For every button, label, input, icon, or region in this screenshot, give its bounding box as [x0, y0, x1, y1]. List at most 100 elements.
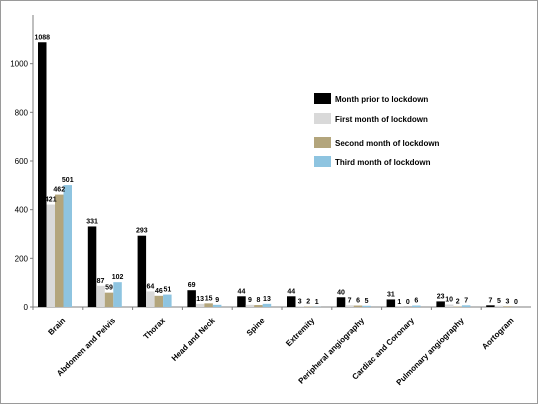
data-label-extremity-third-month-of-lockdown: 1	[315, 299, 319, 306]
data-label-abdomen-and-pelvis-second-month-of-lockdown: 59	[105, 285, 113, 292]
data-label-aortogram-month-prior-to-lockdown: 7	[488, 297, 492, 304]
data-label-abdomen-and-pelvis-first-month-of-lockdown: 87	[97, 278, 105, 285]
bar-pulmonary-angiography-month-prior-to-lockdown	[436, 301, 445, 307]
data-label-cardiac-and-coronary-second-month-of-lockdown: 0	[406, 299, 410, 306]
legend-label-month-prior-to-lockdown: Month prior to lockdown	[335, 95, 428, 104]
data-label-brain-first-month-of-lockdown: 421	[45, 197, 57, 204]
data-label-spine-month-prior-to-lockdown: 44	[238, 288, 246, 295]
bar-cardiac-and-coronary-month-prior-to-lockdown	[386, 299, 396, 307]
bar-extremity-first-month-of-lockdown	[295, 306, 304, 307]
bar-head-and-neck-month-prior-to-lockdown	[187, 290, 196, 307]
data-label-thorax-month-prior-to-lockdown: 293	[136, 228, 148, 235]
bar-head-and-neck-third-month-of-lockdown	[212, 304, 222, 307]
y-tick-label: 800	[15, 108, 29, 117]
data-label-cardiac-and-coronary-third-month-of-lockdown: 6	[414, 298, 418, 305]
legend-swatch-second-month-of-lockdown	[314, 137, 331, 148]
bar-abdomen-and-pelvis-month-prior-to-lockdown	[87, 226, 97, 307]
y-tick-label: 400	[15, 206, 29, 215]
data-label-abdomen-and-pelvis-month-prior-to-lockdown: 331	[86, 218, 98, 225]
data-label-pulmonary-angiography-second-month-of-lockdown: 2	[456, 299, 460, 306]
bar-aortogram-month-prior-to-lockdown	[486, 305, 495, 307]
y-tick-label: 0	[24, 303, 29, 312]
bar-abdomen-and-pelvis-second-month-of-lockdown	[104, 292, 114, 307]
data-label-head-and-neck-second-month-of-lockdown: 15	[205, 295, 213, 302]
data-label-head-and-neck-third-month-of-lockdown: 9	[215, 297, 219, 304]
bar-brain-first-month-of-lockdown	[46, 204, 55, 307]
legend-swatch-third-month-of-lockdown	[314, 156, 331, 167]
legend-label-second-month-of-lockdown: Second month of lockdown	[335, 139, 440, 148]
data-label-brain-third-month-of-lockdown: 501	[62, 177, 74, 184]
data-label-extremity-second-month-of-lockdown: 2	[306, 299, 310, 306]
bar-peripheral-angiography-month-prior-to-lockdown	[336, 297, 346, 307]
bar-abdomen-and-pelvis-first-month-of-lockdown	[96, 285, 105, 307]
bar-spine-first-month-of-lockdown	[245, 304, 255, 307]
category-label-brain: Brain	[46, 316, 67, 337]
legend-swatch-month-prior-to-lockdown	[314, 93, 331, 104]
category-label-head-and-neck: Head and Neck	[170, 316, 217, 363]
y-tick-label: 600	[15, 157, 29, 166]
data-label-peripheral-angiography-month-prior-to-lockdown: 40	[337, 289, 345, 296]
data-label-head-and-neck-month-prior-to-lockdown: 69	[188, 282, 196, 289]
data-label-thorax-first-month-of-lockdown: 64	[146, 283, 154, 290]
bar-spine-second-month-of-lockdown	[254, 305, 263, 307]
data-label-peripheral-angiography-third-month-of-lockdown: 5	[365, 298, 369, 305]
data-label-spine-second-month-of-lockdown: 8	[256, 297, 260, 304]
legend-label-first-month-of-lockdown: First month of lockdown	[335, 115, 428, 124]
y-axis-ticks: 0 200 400 600 800 1000	[10, 60, 33, 312]
bar-peripheral-angiography-second-month-of-lockdown	[353, 305, 363, 307]
data-label-pulmonary-angiography-third-month-of-lockdown: 7	[464, 297, 468, 304]
legend-swatch-first-month-of-lockdown	[314, 113, 331, 124]
bar-head-and-neck-second-month-of-lockdown	[204, 303, 213, 307]
category-label-thorax: Thorax	[142, 316, 168, 342]
axes	[32, 15, 531, 310]
data-label-aortogram-second-month-of-lockdown: 3	[505, 298, 509, 305]
bar-abdomen-and-pelvis-third-month-of-lockdown	[113, 282, 122, 307]
bar-aortogram-first-month-of-lockdown	[494, 305, 504, 307]
data-label-spine-third-month-of-lockdown: 13	[263, 296, 271, 303]
data-label-brain-second-month-of-lockdown: 462	[53, 187, 65, 194]
bar-brain-month-prior-to-lockdown	[38, 42, 47, 308]
bar-extremity-month-prior-to-lockdown	[287, 296, 296, 307]
data-label-thorax-third-month-of-lockdown: 51	[163, 287, 171, 294]
data-label-pulmonary-angiography-month-prior-to-lockdown: 23	[437, 293, 445, 300]
bar-thorax-second-month-of-lockdown	[154, 295, 164, 307]
data-label-pulmonary-angiography-first-month-of-lockdown: 10	[445, 297, 453, 304]
bar-thorax-third-month-of-lockdown	[163, 294, 172, 307]
bar-thorax-first-month-of-lockdown	[146, 291, 155, 307]
y-tick-label: 1000	[10, 60, 28, 69]
bar-peripheral-angiography-first-month-of-lockdown	[345, 305, 354, 307]
data-label-cardiac-and-coronary-month-prior-to-lockdown: 31	[387, 291, 395, 298]
bar-spine-third-month-of-lockdown	[262, 303, 272, 307]
data-label-aortogram-third-month-of-lockdown: 0	[514, 299, 518, 306]
bar-head-and-neck-first-month-of-lockdown	[195, 303, 205, 307]
legend: Month prior to lockdown First month of lo…	[314, 93, 440, 167]
data-label-thorax-second-month-of-lockdown: 46	[155, 288, 163, 295]
bar-peripheral-angiography-third-month-of-lockdown	[362, 305, 371, 307]
data-label-peripheral-angiography-second-month-of-lockdown: 6	[356, 298, 360, 305]
data-label-aortogram-first-month-of-lockdown: 5	[497, 298, 501, 305]
bar-spine-month-prior-to-lockdown	[237, 296, 246, 307]
bar-thorax-month-prior-to-lockdown	[137, 235, 147, 307]
bar-pulmonary-angiography-third-month-of-lockdown	[461, 305, 471, 307]
bars	[38, 42, 512, 308]
bar-brain-second-month-of-lockdown	[55, 194, 64, 307]
bar-cardiac-and-coronary-third-month-of-lockdown	[412, 305, 421, 307]
bar-pulmonary-angiography-first-month-of-lockdown	[444, 304, 454, 307]
legend-label-third-month-of-lockdown: Third month of lockdown	[335, 158, 431, 167]
data-label-extremity-first-month-of-lockdown: 3	[298, 298, 302, 305]
y-tick-label: 200	[15, 254, 29, 263]
data-label-brain-month-prior-to-lockdown: 1088	[34, 34, 50, 41]
data-label-extremity-month-prior-to-lockdown: 44	[287, 288, 295, 295]
data-label-peripheral-angiography-first-month-of-lockdown: 7	[348, 297, 352, 304]
category-label-aortogram: Aortogram	[480, 316, 515, 351]
data-label-abdomen-and-pelvis-third-month-of-lockdown: 102	[112, 274, 124, 281]
bar-aortogram-second-month-of-lockdown	[503, 306, 512, 307]
category-label-extremity: Extremity	[284, 316, 317, 349]
bar-brain-third-month-of-lockdown	[63, 185, 72, 307]
data-label-cardiac-and-coronary-first-month-of-lockdown: 1	[397, 299, 401, 306]
data-label-spine-first-month-of-lockdown: 9	[248, 297, 252, 304]
data-label-head-and-neck-first-month-of-lockdown: 13	[196, 296, 204, 303]
